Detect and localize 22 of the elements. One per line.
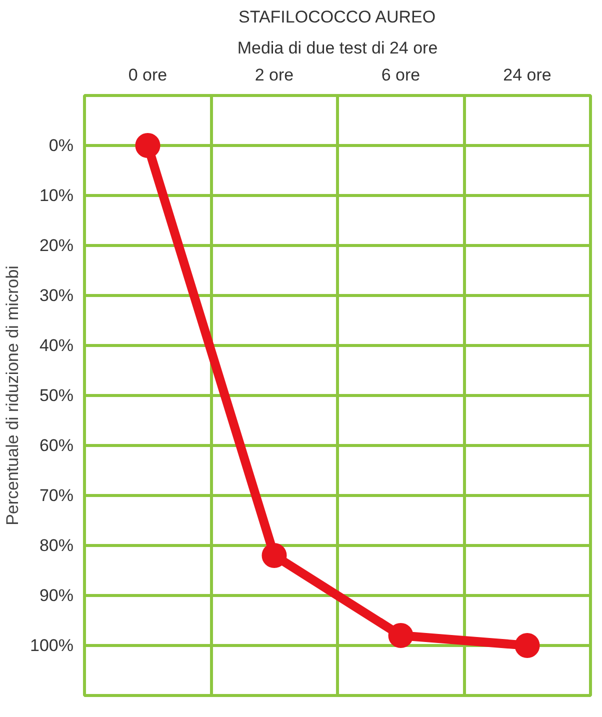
y-tick-label: 90%: [39, 586, 74, 605]
y-tick-label: 70%: [39, 486, 74, 505]
y-tick-label: 100%: [30, 636, 74, 655]
x-tick-label: 0 ore: [128, 66, 168, 84]
y-axis-title: Percentuale di riduzione di microbi: [3, 266, 22, 526]
y-tick-label: 0%: [48, 136, 74, 155]
point: [388, 623, 414, 648]
y-tick-label: 30%: [39, 286, 74, 305]
point: [514, 633, 540, 658]
y-tick-label: 20%: [39, 236, 74, 255]
y-tick-label: 40%: [39, 336, 74, 355]
y-tick-label: 80%: [39, 536, 74, 555]
x-tick-label: 24 ore: [503, 66, 552, 84]
x-tick-label: 2 ore: [254, 66, 294, 84]
point: [135, 133, 160, 158]
y-tick-label: 50%: [39, 386, 74, 405]
x-tick-label: 6 ore: [381, 66, 420, 84]
chart-subtitle: Media di due test di 24 ore: [237, 38, 438, 58]
point: [262, 543, 287, 568]
y-tick-label: 60%: [39, 436, 74, 455]
chart-title: STAFILOCOCCO AUREO: [238, 8, 436, 26]
y-tick-label: 10%: [39, 186, 74, 205]
